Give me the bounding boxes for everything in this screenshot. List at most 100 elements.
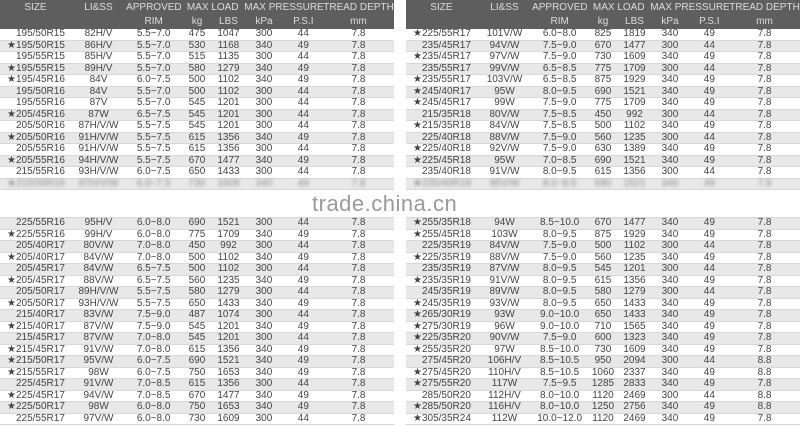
cell-kg: 710 xyxy=(587,321,619,333)
cell-li: 95V/W xyxy=(476,178,533,190)
cell-size: ★195/55R15 xyxy=(0,63,71,75)
cell-lbs: 1201 xyxy=(618,263,651,276)
cell-rim: 6.0~8.0 xyxy=(126,413,182,425)
cell-kpa: 300 xyxy=(244,240,284,253)
cell-kg: 1120 xyxy=(587,413,619,425)
table-row: 245/35R19 89V/W 8.0~9.5 580 1279 300 44 7.8 xyxy=(406,286,800,299)
table-row: ★255/35R20 97W 8.5~10.0 730 1609 340 49 7.8 xyxy=(406,344,800,356)
cell-kg: 545 xyxy=(181,109,213,121)
cell-psi: 49 xyxy=(283,355,324,368)
cell-lbs: 1477 xyxy=(212,390,245,402)
table-row: 205/50R17 89H/V/W 5.5~7.5 580 1279 300 44 7.8 xyxy=(0,286,394,299)
cell-lbs: 2094 xyxy=(618,355,651,368)
header-approved: APPROVED xyxy=(126,2,182,13)
cell-li: 93H/V/W xyxy=(70,166,127,179)
cell-lbs: 1565 xyxy=(618,321,651,333)
cell-psi: 49 xyxy=(689,344,730,356)
cell-tread: 7.8 xyxy=(729,51,800,64)
cell-kpa: 300 xyxy=(650,263,690,276)
cell-kpa: 340 xyxy=(650,413,690,425)
cell-lbs: 1521 xyxy=(212,217,245,230)
cell-kg: 615 xyxy=(181,143,213,156)
cell-kpa: 340 xyxy=(244,132,284,144)
cell-tread: 7.8 xyxy=(323,298,394,310)
cell-psi: 44 xyxy=(283,378,324,391)
cell-li: 80V/W xyxy=(476,109,533,121)
cell-psi: 49 xyxy=(689,217,730,230)
cell-size: 235/55R17 xyxy=(406,63,477,75)
cell-tread: 8.8 xyxy=(729,367,800,379)
cell-rim: 8.0~9.5 xyxy=(532,166,588,179)
cell-size: 215/45R17 xyxy=(0,332,71,345)
cell-kg: 500 xyxy=(181,86,213,98)
cell-kg: 600 xyxy=(587,332,619,345)
table-row: ★225/55R17 101V/W 6.0~8.0 825 1819 340 49 7.8 xyxy=(406,29,800,41)
cell-rim: 8.0~9.5 xyxy=(532,275,588,287)
cell-psi: 49 xyxy=(689,51,730,64)
cell-kpa: 340 xyxy=(650,321,690,333)
cell-kpa: 300 xyxy=(650,390,690,402)
cell-li: 83V/W xyxy=(70,309,127,322)
header-kpa: kPa xyxy=(661,16,679,27)
cell-tread: 7.8 xyxy=(729,40,800,52)
cell-size: ★235/40R18 xyxy=(406,178,477,190)
cell-kpa: 300 xyxy=(650,109,690,121)
cell-lbs: 1433 xyxy=(212,298,245,310)
cell-psi: 49 xyxy=(283,401,324,414)
cell-lbs: 1201 xyxy=(212,120,245,133)
cell-size: ★245/35R19 xyxy=(406,298,477,310)
cell-tread: 7.8 xyxy=(323,332,394,345)
cell-psi: 49 xyxy=(283,321,324,333)
cell-kg: 630 xyxy=(587,143,619,156)
cell-kpa: 340 xyxy=(244,321,284,333)
cell-rim: 8.0~9.5 xyxy=(532,178,588,190)
cell-rim: 5.5~7.0 xyxy=(126,86,182,98)
cell-kg: 730 xyxy=(181,413,213,425)
cell-psi: 49 xyxy=(283,252,324,264)
cell-rim: 9.0~10.0 xyxy=(532,309,588,322)
cell-psi: 44 xyxy=(283,97,324,110)
table-row: 225/55R16 95H/V 6.0~8.0 690 1521 300 44 7.8 xyxy=(0,217,394,230)
cell-tread: 7.8 xyxy=(729,413,800,425)
cell-li: 87V/W xyxy=(476,263,533,276)
table-row: ★255/35R18 94W 8.5~10.0 670 1477 340 49 7.8 xyxy=(406,217,800,230)
table-row: ★235/45R17 97V/W 7.5~9.0 730 1609 340 49 7.8 xyxy=(406,51,800,64)
cell-psi: 44 xyxy=(283,217,324,230)
cell-kpa: 340 xyxy=(650,367,690,379)
cell-rim: 6.5~7.5 xyxy=(126,275,182,287)
cell-lbs: 1709 xyxy=(618,63,651,75)
cell-kpa: 340 xyxy=(244,401,284,414)
table-row: ★275/30R19 96W 9.0~10.0 710 1565 340 49 7.8 xyxy=(406,321,800,333)
cell-psi: 49 xyxy=(689,29,730,41)
cell-kg: 545 xyxy=(181,332,213,345)
cell-tread: 7.8 xyxy=(323,355,394,368)
header-tread-depth: TREAD DEPTH xyxy=(323,2,394,13)
cell-rim: 5.5~7.5 xyxy=(126,298,182,310)
cell-size: 215/40R17 xyxy=(0,309,71,322)
table-row: 235/35R19 87V/W 8.0~9.5 545 1201 300 44 7.8 xyxy=(406,263,800,276)
header-kg: kg xyxy=(191,16,203,27)
cell-psi: 44 xyxy=(689,109,730,121)
cell-kpa: 340 xyxy=(650,309,690,322)
cell-psi: 49 xyxy=(689,298,730,310)
cell-tread: 7.8 xyxy=(323,344,394,356)
cell-psi xyxy=(283,189,324,218)
cell-tread: 7.8 xyxy=(323,390,394,402)
cell-tread: 8.8 xyxy=(729,355,800,368)
cell-tread: 7.8 xyxy=(323,367,394,379)
cell-kg: 690 xyxy=(587,86,619,98)
cell-lbs: 2337 xyxy=(618,367,651,379)
cell-lbs: 1609 xyxy=(212,413,245,425)
cell-psi: 44 xyxy=(689,240,730,253)
table-row: ★205/50R16 91H/V/W 5.5~7.5 615 1356 340 49 7.8 xyxy=(0,132,394,144)
cell-li: 106H/V xyxy=(476,355,533,368)
cell-psi: 44 xyxy=(283,109,324,121)
header-mm: mm xyxy=(756,16,773,27)
cell-lbs: 1709 xyxy=(618,97,651,110)
cell-psi: 49 xyxy=(283,74,324,87)
cell-size: 275/45R20 xyxy=(406,355,477,368)
cell-li: 94V/W xyxy=(476,40,533,52)
cell-kpa: 300 xyxy=(244,413,284,425)
cell-size: 195/55R16 xyxy=(0,97,71,110)
table-row: ★215/45R17 91V/W 7.0~8.0 615 1356 340 49 7.8 xyxy=(0,344,394,356)
